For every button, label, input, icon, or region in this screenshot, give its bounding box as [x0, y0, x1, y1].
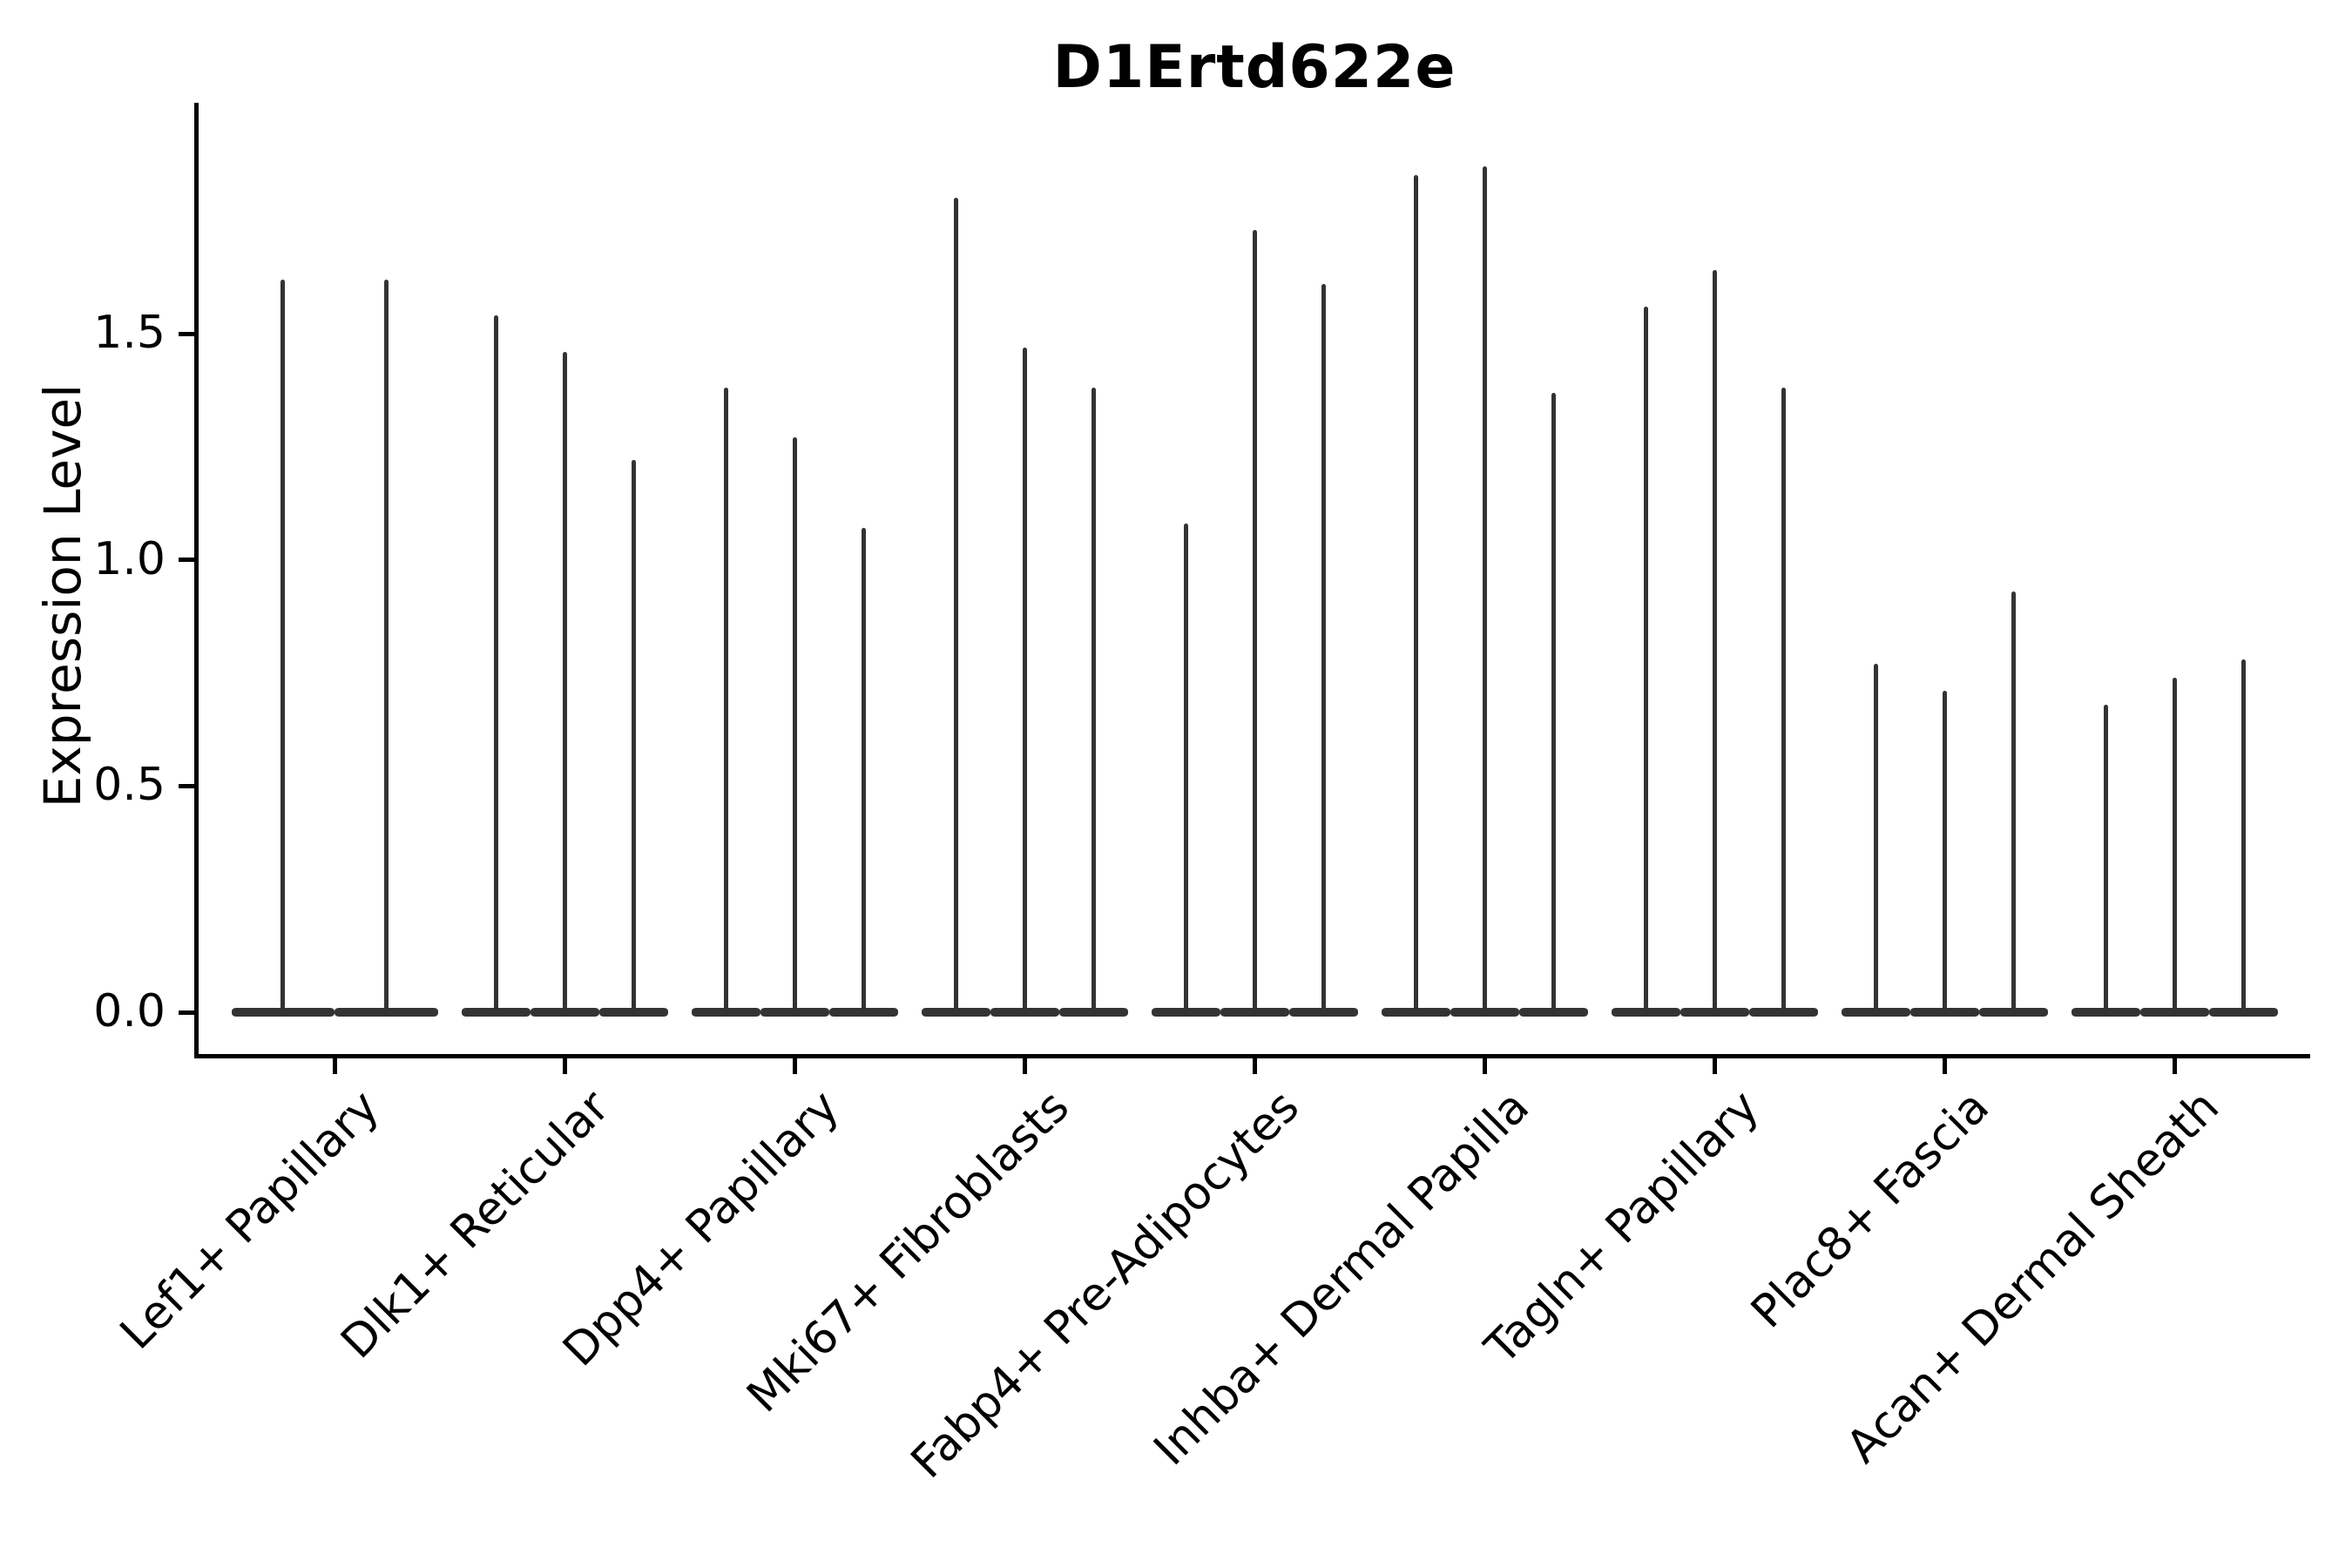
x-tick	[562, 1058, 567, 1074]
x-category-label: Dpp4+ Papillary	[553, 1080, 850, 1377]
violin-spike	[1873, 664, 1878, 1012]
violin-spike	[631, 460, 636, 1012]
violin-spike	[953, 198, 958, 1012]
violin-base	[1978, 1008, 2048, 1017]
violin-base	[231, 1008, 335, 1017]
violin-base	[1288, 1008, 1358, 1017]
x-axis-spine	[194, 1054, 2310, 1058]
violin-spike	[383, 279, 389, 1012]
violin-spike	[280, 279, 286, 1012]
violin-spike	[1643, 306, 1648, 1012]
violin-base	[1909, 1008, 1979, 1017]
y-tick	[179, 558, 194, 563]
violin-base	[2139, 1008, 2209, 1017]
y-axis-spine	[194, 103, 199, 1058]
x-tick	[792, 1058, 797, 1074]
violin-spike	[1022, 347, 1027, 1012]
y-tick-label: 0.5	[93, 759, 166, 812]
violin-spike	[723, 388, 728, 1012]
violin-base	[530, 1008, 599, 1017]
violin-spike	[1091, 388, 1096, 1012]
y-tick	[179, 1010, 194, 1015]
chart-title: D1Ertd622e	[1052, 33, 1456, 102]
x-tick	[1252, 1058, 1257, 1074]
violin-spike	[1942, 691, 1947, 1012]
violin-spike	[1551, 392, 1556, 1012]
violin-base	[828, 1008, 898, 1017]
y-tick	[179, 783, 194, 788]
violin-base	[1381, 1008, 1450, 1017]
violin-spike	[1183, 524, 1188, 1012]
violin-base	[1220, 1008, 1289, 1017]
violin-spike	[1321, 283, 1326, 1012]
y-tick-label: 1.0	[93, 532, 166, 585]
x-tick	[1942, 1058, 1947, 1074]
x-category-label: Inhba+ Dermal Papilla	[1144, 1080, 1540, 1477]
violin-spike	[2011, 591, 2016, 1012]
x-tick	[2172, 1058, 2177, 1074]
violin-spike	[1712, 270, 1717, 1012]
violin-base	[1450, 1008, 1519, 1017]
violin-base	[760, 1008, 829, 1017]
x-category-label: Dlk1+ Reticular	[331, 1080, 620, 1369]
x-category-label: Mki67+ Fibroblasts	[737, 1080, 1080, 1423]
x-category-label: Acan+ Dermal Sheath	[1836, 1080, 2230, 1474]
x-tick	[1022, 1058, 1027, 1074]
violin-spike	[1781, 388, 1786, 1012]
violin-spike	[562, 351, 567, 1012]
violin-base	[598, 1008, 668, 1017]
y-tick	[179, 331, 194, 336]
y-tick-label: 0.0	[93, 985, 166, 1037]
violin-spike	[861, 528, 866, 1012]
x-category-label: Plac8+ Fascia	[1741, 1080, 2000, 1339]
violin-base	[990, 1008, 1059, 1017]
violin-base	[1680, 1008, 1749, 1017]
violin-base	[691, 1008, 760, 1017]
violin-base	[2071, 1008, 2140, 1017]
violin-spike	[1413, 175, 1418, 1012]
violin-base	[2208, 1008, 2278, 1017]
violin-spike	[792, 437, 797, 1012]
x-category-label: Tagln+ Papillary	[1475, 1080, 1770, 1375]
y-tick-label: 1.5	[93, 307, 166, 360]
violin-base	[921, 1008, 990, 1017]
violin-base	[335, 1008, 438, 1017]
violin-base	[461, 1008, 531, 1017]
violin-spike	[2240, 659, 2246, 1012]
violin-base	[1748, 1008, 1818, 1017]
x-tick	[1482, 1058, 1487, 1074]
violin-base	[1611, 1008, 1680, 1017]
x-tick	[1712, 1058, 1717, 1074]
violin-base	[1151, 1008, 1220, 1017]
violin-spike	[1482, 166, 1487, 1012]
violin-base	[1058, 1008, 1128, 1017]
violin-spike	[1252, 229, 1257, 1012]
x-category-label: Fabp4+ Pre-Adipocytes	[901, 1080, 1310, 1489]
violin-spike	[493, 315, 498, 1012]
x-tick	[332, 1058, 337, 1074]
violin-base	[1518, 1008, 1588, 1017]
violin-spike	[2103, 704, 2108, 1012]
violin-spike	[2172, 677, 2177, 1012]
violin-base	[1841, 1008, 1910, 1017]
